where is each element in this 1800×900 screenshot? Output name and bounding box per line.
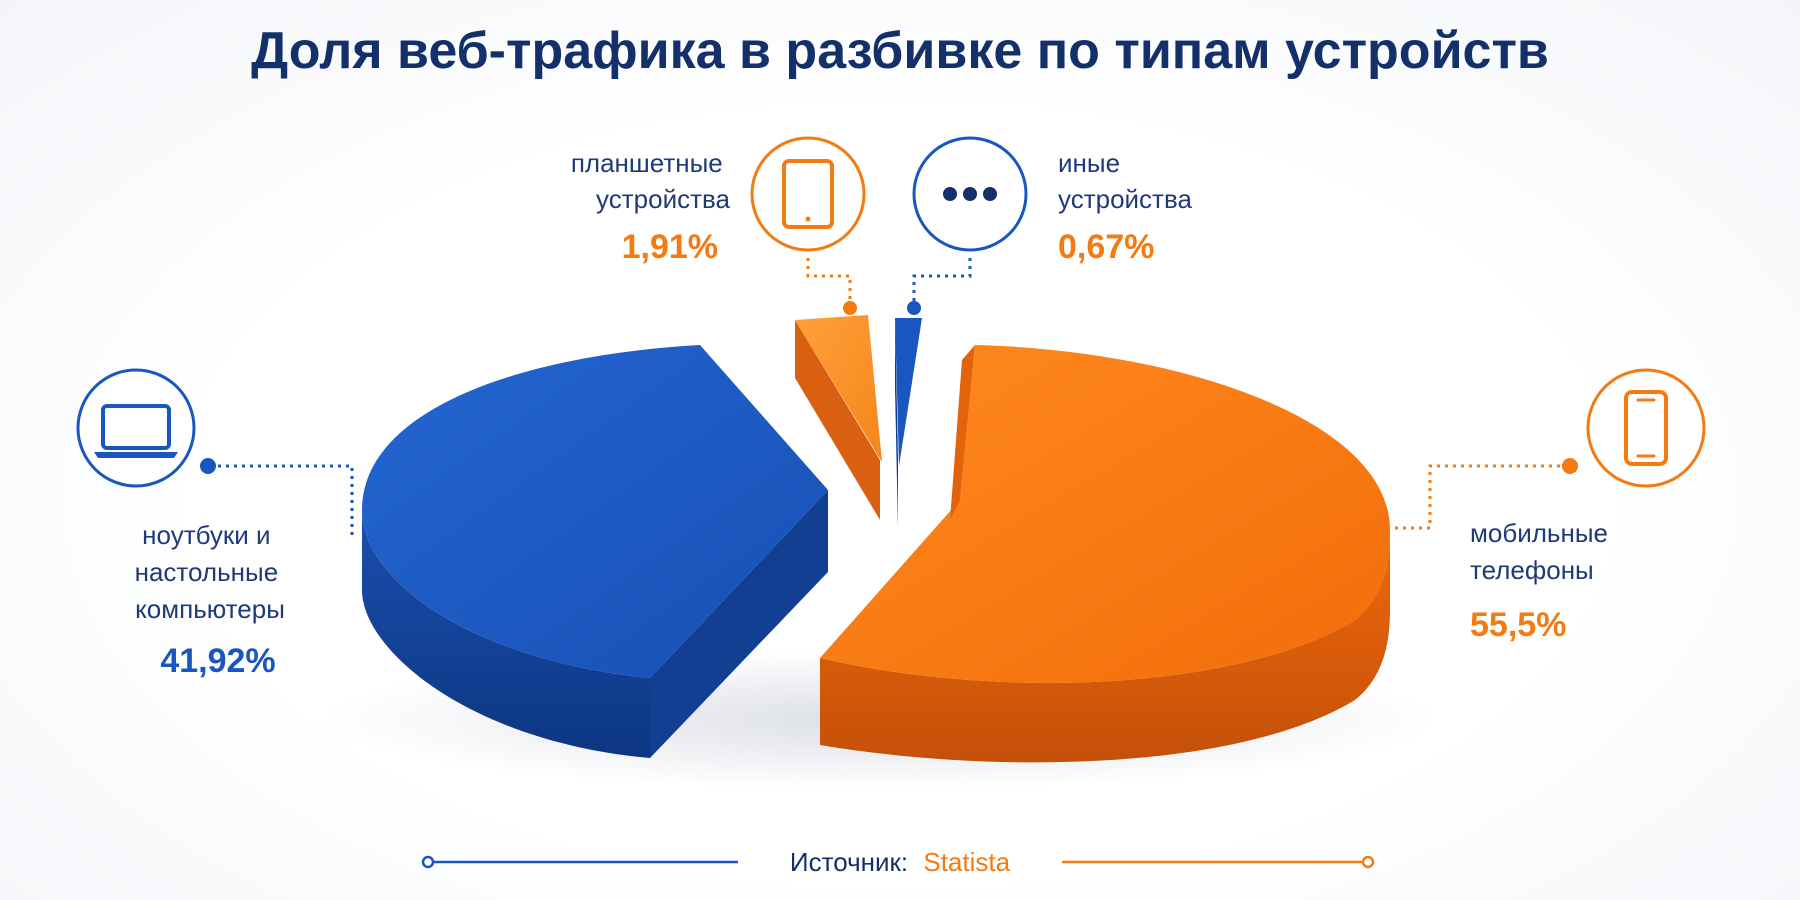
- value-other: 0,67%: [1058, 228, 1154, 266]
- label-other-line1: иные: [1058, 148, 1120, 178]
- label-mobile: мобильные телефоны: [1470, 518, 1615, 585]
- source-name: Statista: [923, 847, 1010, 877]
- leader-dot-mobile: [1562, 458, 1578, 474]
- slice-mobile-inner-side: [950, 345, 975, 520]
- leader-dot-laptops: [200, 458, 216, 474]
- leader-dot-tablets: [843, 301, 857, 315]
- label-laptops: ноутбуки и настольные компьютеры: [135, 520, 286, 624]
- label-mobile-line1: мобильные: [1470, 518, 1608, 548]
- label-laptops-line3: компьютеры: [135, 594, 285, 624]
- slice-laptops-top: [362, 345, 828, 678]
- value-tablets: 1,91%: [622, 228, 718, 266]
- laptop-icon: [76, 368, 196, 488]
- source-line-right-dot: [1361, 855, 1375, 869]
- slice-laptops: [362, 345, 828, 758]
- label-tablets: планшетные устройства: [571, 148, 731, 214]
- slice-tablets-top: [795, 315, 882, 462]
- leader-other: [912, 258, 972, 306]
- slice-other: [895, 318, 922, 528]
- slice-tablets: [795, 315, 882, 520]
- label-other: иные устройства: [1058, 148, 1192, 214]
- slice-tablets-side: [795, 320, 880, 520]
- smartphone-icon: [1586, 368, 1706, 488]
- value-mobile: 55,5%: [1470, 606, 1566, 644]
- leader-dot-other: [907, 301, 921, 315]
- tablet-icon: [750, 136, 866, 252]
- source-line-left-dot: [421, 855, 435, 869]
- leader-mobile: [1392, 464, 1568, 530]
- leader-tablets: [806, 258, 852, 306]
- label-other-line2: устройства: [1058, 184, 1192, 214]
- slice-laptops-side: [362, 510, 650, 758]
- label-laptops-line2: настольные: [135, 557, 279, 587]
- slice-laptops-inner-side: [650, 490, 828, 758]
- slice-other-side: [895, 318, 898, 528]
- source-label: Источник:: [790, 847, 908, 877]
- more-dots-icon: [912, 136, 1028, 252]
- value-laptops: 41,92%: [160, 642, 275, 680]
- label-tablets-line1: планшетные: [571, 148, 723, 178]
- slice-mobile-top: [820, 345, 1390, 683]
- chart-title: Доля веб-трафика в разбивке по типам уст…: [251, 22, 1549, 80]
- slice-other-top: [895, 318, 922, 466]
- label-laptops-line1: ноутбуки и: [142, 520, 270, 550]
- slice-mobile: [820, 345, 1390, 763]
- slice-mobile-side: [820, 530, 1390, 763]
- label-mobile-line2: телефоны: [1470, 555, 1594, 585]
- source: Источник: Statista: [790, 847, 1011, 877]
- label-tablets-line2: устройства: [596, 184, 730, 214]
